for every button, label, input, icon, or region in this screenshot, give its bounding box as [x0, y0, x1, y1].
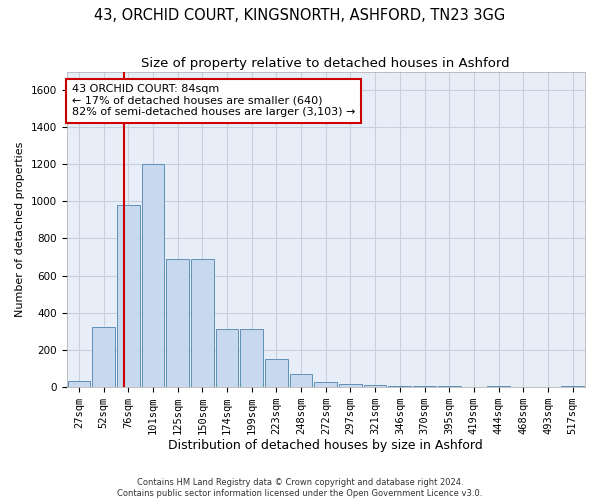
- Y-axis label: Number of detached properties: Number of detached properties: [15, 142, 25, 317]
- Bar: [290, 374, 313, 386]
- Bar: [265, 359, 288, 386]
- Bar: [92, 328, 115, 386]
- Text: Contains HM Land Registry data © Crown copyright and database right 2024.
Contai: Contains HM Land Registry data © Crown c…: [118, 478, 482, 498]
- X-axis label: Distribution of detached houses by size in Ashford: Distribution of detached houses by size …: [169, 440, 483, 452]
- Bar: [339, 384, 362, 386]
- Bar: [117, 205, 140, 386]
- Bar: [142, 164, 164, 386]
- Bar: [364, 385, 386, 386]
- Title: Size of property relative to detached houses in Ashford: Size of property relative to detached ho…: [142, 58, 510, 70]
- Bar: [68, 381, 90, 386]
- Bar: [191, 259, 214, 386]
- Bar: [241, 330, 263, 386]
- Text: 43, ORCHID COURT, KINGSNORTH, ASHFORD, TN23 3GG: 43, ORCHID COURT, KINGSNORTH, ASHFORD, T…: [94, 8, 506, 22]
- Bar: [166, 259, 189, 386]
- Bar: [314, 382, 337, 386]
- Text: 43 ORCHID COURT: 84sqm
← 17% of detached houses are smaller (640)
82% of semi-de: 43 ORCHID COURT: 84sqm ← 17% of detached…: [72, 84, 355, 117]
- Bar: [215, 330, 238, 386]
